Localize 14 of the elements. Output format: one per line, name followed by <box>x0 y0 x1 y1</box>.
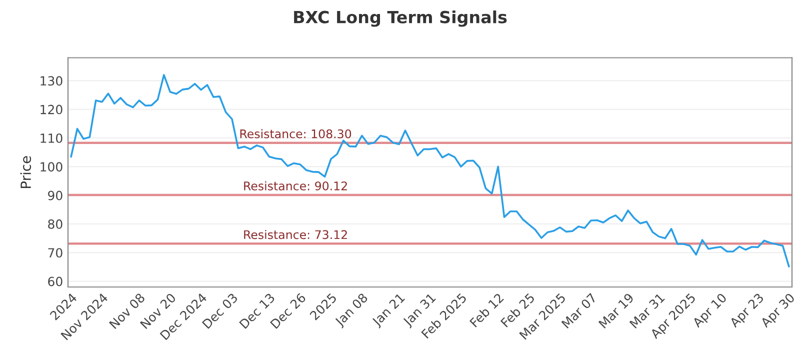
y-tick-label: 70 <box>48 248 62 258</box>
y-tick-label: 130 <box>40 76 62 86</box>
ref-line-label: Resistance: 90.12 <box>244 181 347 190</box>
line-series <box>70 74 790 268</box>
y-tick-label: 80 <box>48 219 62 229</box>
ref-line-label: Resistance: 108.30 <box>240 129 352 138</box>
y-tick-label: 120 <box>40 104 62 114</box>
y-tick-label: 90 <box>48 190 62 200</box>
chart-title: BXC Long Term Signals <box>294 10 507 27</box>
y-tick-label: 100 <box>40 162 62 172</box>
y-axis-title: Price <box>20 156 32 188</box>
ref-line-label: Resistance: 73.12 <box>244 230 347 240</box>
y-tick-label: 110 <box>40 133 62 143</box>
y-tick-label: 60 <box>48 276 62 286</box>
